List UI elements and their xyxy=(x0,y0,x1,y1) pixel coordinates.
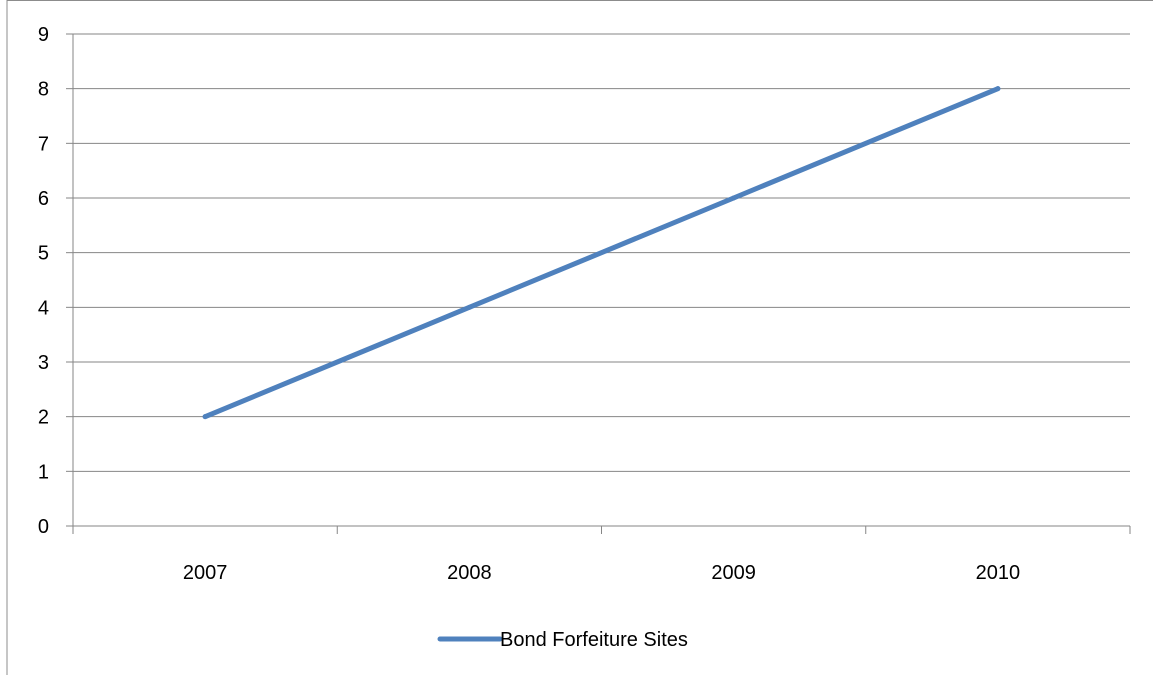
y-tick-label-4: 4 xyxy=(38,297,49,319)
series-lines xyxy=(202,86,1001,420)
x-tick-label-2007: 2007 xyxy=(183,562,228,584)
data-point-2009 xyxy=(731,195,737,201)
y-tick-label-8: 8 xyxy=(38,79,49,101)
y-tick-label-3: 3 xyxy=(38,352,49,374)
legend-label-bond-forfeiture-sites: Bond Forfeiture Sites xyxy=(500,629,688,651)
gridlines xyxy=(73,33,1130,472)
data-point-2007 xyxy=(202,414,208,420)
axes xyxy=(66,33,1131,534)
data-point-2010 xyxy=(995,86,1001,92)
y-tick-label-9: 9 xyxy=(38,24,49,46)
y-tick-label-0: 0 xyxy=(38,516,49,538)
y-tick-label-1: 1 xyxy=(38,461,49,483)
y-tick-labels: 0 1 2 3 4 5 6 7 8 9 xyxy=(38,24,49,538)
y-tick-label-7: 7 xyxy=(38,133,49,155)
x-tick-label-2010: 2010 xyxy=(976,562,1021,584)
y-tick-label-5: 5 xyxy=(38,243,49,265)
legend: Bond Forfeiture Sites xyxy=(437,629,688,651)
y-tick-label-6: 6 xyxy=(38,188,49,210)
series-line-0 xyxy=(202,86,1001,420)
data-point-2008 xyxy=(466,304,472,310)
y-tick-label-2: 2 xyxy=(38,407,49,429)
x-tick-label-2008: 2008 xyxy=(447,562,492,584)
x-tick-labels: 2007 2008 2009 2010 xyxy=(183,562,1020,584)
x-tick-label-2009: 2009 xyxy=(711,562,756,584)
